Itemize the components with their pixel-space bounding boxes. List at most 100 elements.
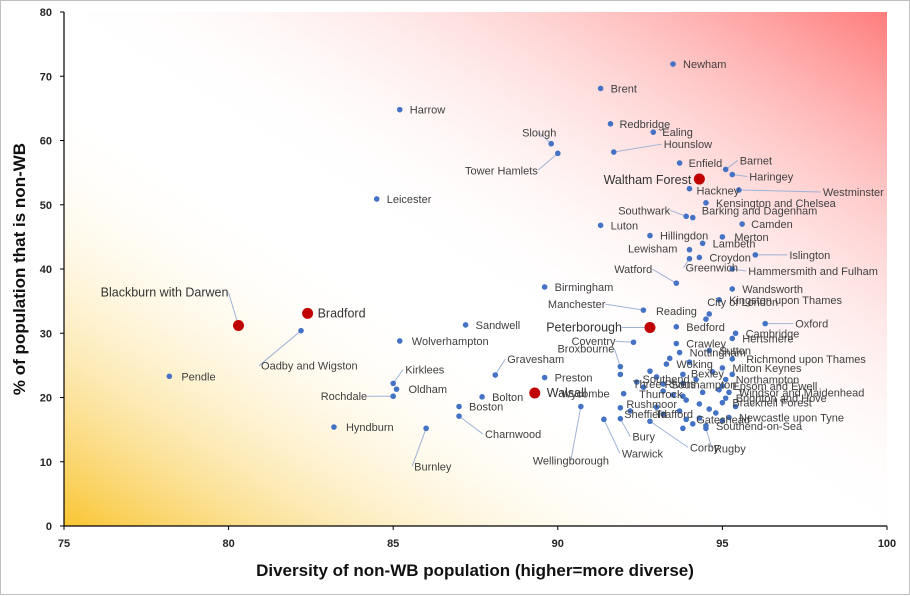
point-label: Gravesham: [507, 354, 564, 366]
point-label: Lewisham: [628, 244, 678, 256]
leader-line: [494, 358, 506, 376]
data-point: [630, 339, 637, 346]
data-points: [166, 61, 768, 432]
axes: 75 80 85 90 95 100 0 10 20 30 40 50 60 70 80: [40, 7, 896, 550]
point-label: Wycombe: [561, 389, 610, 401]
data-point: [673, 340, 680, 347]
point-label: Watford: [614, 264, 652, 276]
point-label: Pendle: [181, 371, 215, 383]
data-point: [673, 324, 680, 330]
data-point: [699, 240, 706, 247]
data-point: [617, 371, 624, 378]
data-point: [660, 381, 666, 387]
data-point: [696, 254, 703, 261]
point-label: Redbridge: [619, 119, 670, 131]
point-label: Southend: [643, 374, 690, 386]
point-label: Nottingham: [690, 348, 746, 360]
data-point: [722, 376, 729, 383]
data-point: [627, 408, 634, 414]
point-label: Preston: [555, 373, 593, 385]
data-point: [726, 389, 732, 396]
point-label: Bolton: [492, 392, 523, 404]
data-point: [716, 386, 722, 393]
data-point: [696, 401, 703, 407]
data-point: [752, 252, 759, 258]
data-point: [736, 187, 742, 193]
y-tick-label: 40: [40, 264, 52, 276]
data-point: [653, 374, 660, 380]
data-point: [555, 150, 561, 157]
point-label: Kingston upon Thames: [729, 295, 842, 307]
point-label: Rushmoor: [626, 399, 677, 411]
data-point: [660, 388, 666, 394]
leader-line: [652, 268, 677, 284]
data-point: [610, 149, 617, 155]
point-label: Oxford: [795, 319, 828, 331]
point-label: Greenwich: [685, 263, 738, 275]
data-point: [548, 140, 555, 147]
leader-line: [670, 209, 687, 217]
point-label: Luton: [611, 220, 639, 232]
point-label: Thurrock: [639, 389, 683, 401]
data-point: [706, 347, 713, 354]
point-label: Leicester: [387, 194, 432, 206]
point-label: Corby: [690, 442, 720, 454]
leader-line: [619, 418, 631, 437]
data-point: [232, 320, 244, 332]
point-label: Oadby and Wigston: [261, 361, 358, 373]
data-point: [686, 185, 693, 192]
point-label: Rochdale: [321, 391, 367, 403]
data-point: [719, 417, 726, 424]
data-point: [673, 280, 680, 286]
data-point: [726, 414, 732, 421]
point-label: Woking: [676, 359, 712, 371]
data-point: [696, 415, 703, 421]
data-point: [492, 372, 499, 378]
point-label: Waltham Forest: [604, 173, 692, 187]
leader-line: [605, 303, 644, 311]
point-label: Lambeth: [713, 238, 756, 250]
y-axis-title: % of population that is non-WB: [10, 143, 29, 395]
data-point: [607, 120, 614, 127]
point-label: Wellingborough: [533, 455, 609, 467]
data-point: [390, 393, 397, 400]
data-point: [597, 222, 604, 229]
data-point: [686, 246, 693, 253]
data-point: [703, 316, 709, 322]
point-label: Brighton and Hove: [736, 393, 827, 405]
data-point: [689, 214, 696, 221]
data-point: [699, 389, 706, 396]
data-point: [617, 363, 624, 370]
point-label: Broxbourne: [557, 344, 614, 356]
data-point: [647, 368, 653, 374]
y-tick-label: 70: [40, 71, 52, 83]
point-label: Newcastle upon Tyne: [739, 412, 844, 424]
point-label: Three Rivers: [633, 379, 696, 391]
data-point: [666, 355, 673, 362]
data-point: [166, 373, 173, 380]
data-point: [722, 166, 729, 173]
y-tick-label: 10: [40, 457, 52, 469]
leader-line: [411, 428, 427, 467]
point-label: Barking and Dagenham: [702, 206, 818, 218]
data-point: [644, 321, 656, 333]
leader-line: [458, 415, 484, 435]
data-point: [670, 61, 676, 67]
x-tick-label: 100: [878, 538, 896, 550]
point-label: Warwick: [622, 448, 664, 460]
data-point: [396, 338, 403, 344]
point-label: Bracknell Forest: [732, 398, 811, 410]
point-label: Burnley: [414, 461, 452, 473]
data-point: [732, 330, 739, 337]
data-point: [683, 213, 689, 220]
data-point: [541, 374, 548, 381]
point-label: Haringey: [749, 172, 794, 184]
data-point: [298, 327, 304, 334]
y-tick-label: 0: [46, 521, 52, 533]
data-point: [680, 425, 686, 432]
data-point: [762, 320, 768, 327]
data-point: [601, 416, 607, 423]
data-point: [640, 384, 647, 391]
data-point: [729, 266, 736, 272]
